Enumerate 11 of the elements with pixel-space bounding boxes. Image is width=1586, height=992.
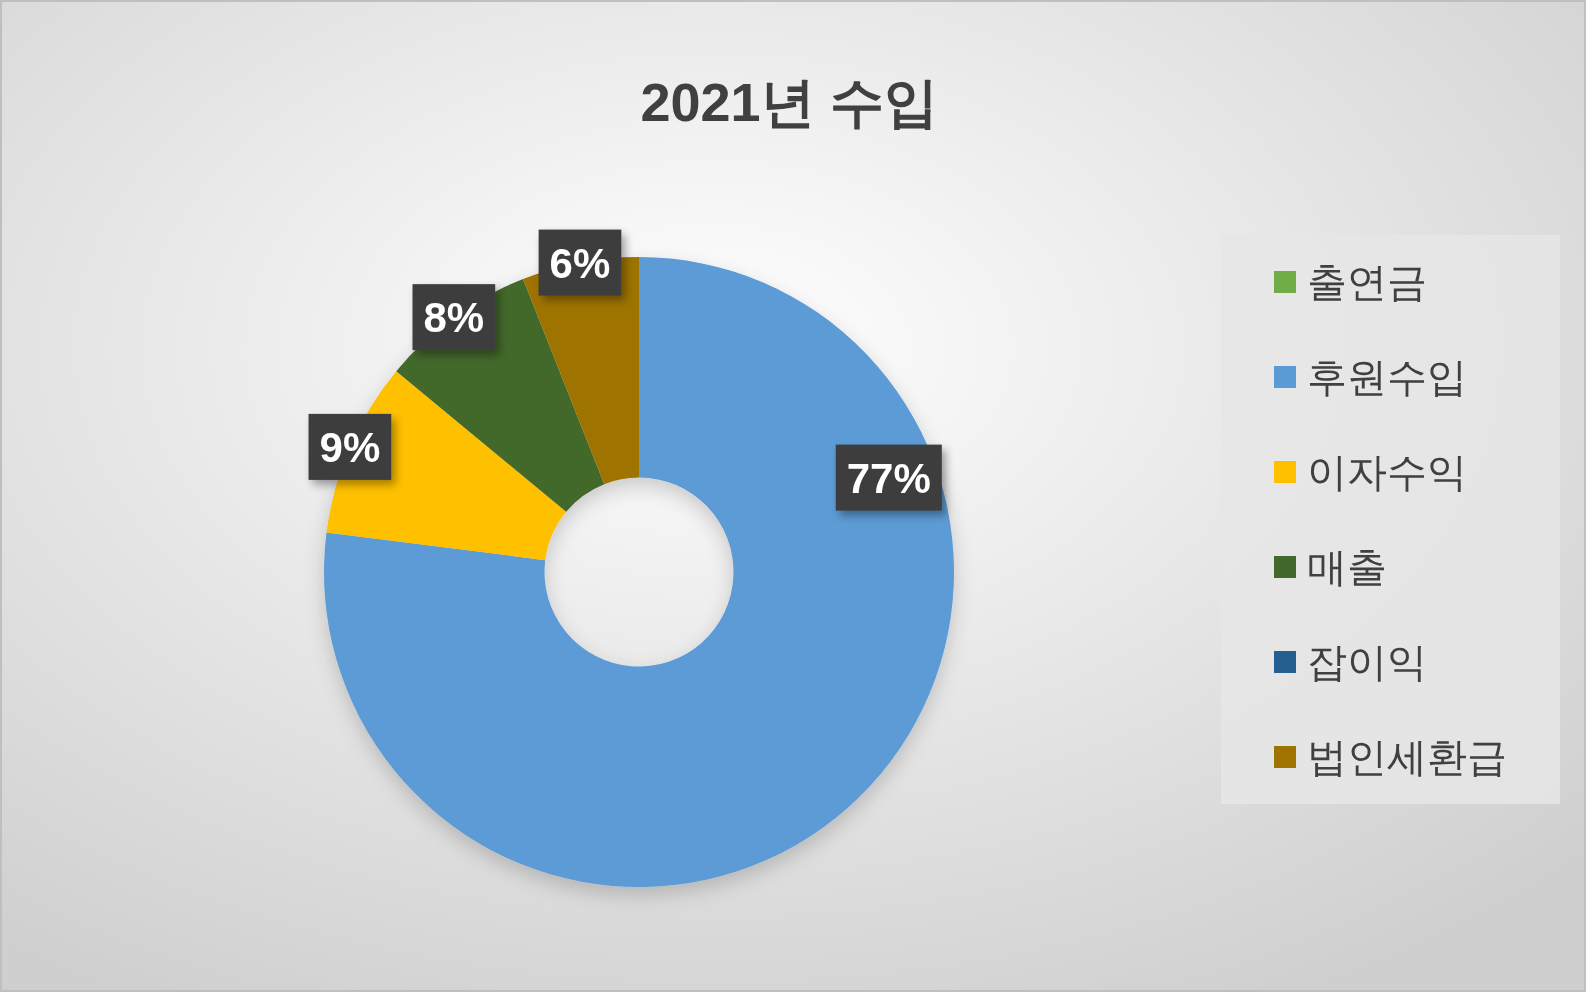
data-label: 9% (319, 423, 381, 471)
data-label: 8% (423, 294, 485, 342)
legend-label: 매출 (1307, 545, 1387, 589)
legend-label: 법인세환급 (1307, 735, 1507, 779)
legend-label: 이자수익 (1307, 450, 1467, 494)
legend-label: 출연금 (1307, 260, 1427, 304)
legend-label: 잡이익 (1307, 640, 1427, 684)
data-label: 6% (549, 239, 611, 287)
data-label: 77% (846, 454, 931, 502)
chart-title: 2021년 수입 (640, 72, 938, 132)
legend-label: 후원수입 (1307, 355, 1467, 399)
